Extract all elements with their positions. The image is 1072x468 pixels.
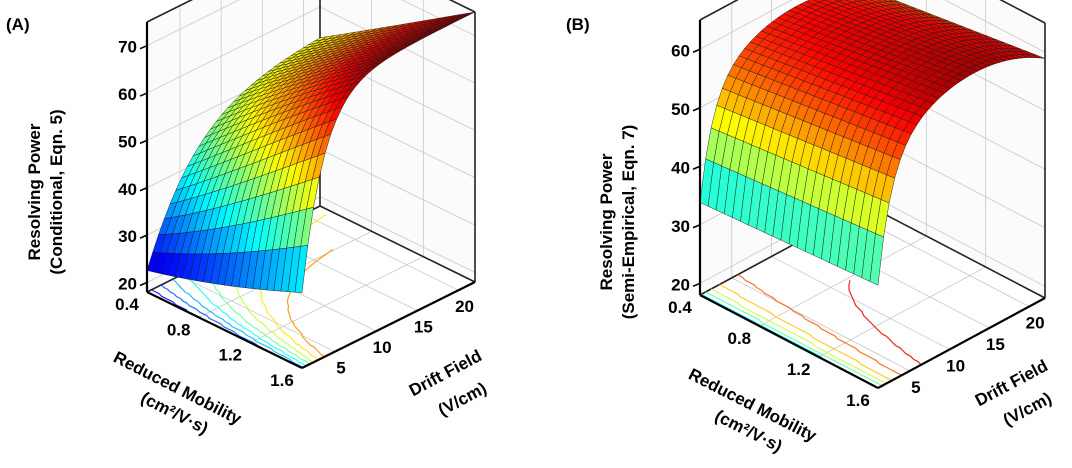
- y-tick-label: 5: [911, 378, 920, 397]
- floor-contour: [737, 274, 902, 376]
- z-tick-mark: [692, 107, 701, 112]
- chart-panel-b: (B) Resolving Power (Semi-Empirical, Eqn…: [566, 0, 1055, 456]
- z-tick-mark: [139, 92, 148, 97]
- z-tick-label: 50: [671, 100, 690, 119]
- x-tick-label: 0.8: [167, 320, 191, 339]
- box-edge: [866, 204, 1046, 299]
- floor-contour: [160, 284, 258, 346]
- y-tick-label: 15: [986, 335, 1005, 354]
- box-edge: [999, 0, 1046, 24]
- z-tick-label: 60: [118, 85, 137, 104]
- z-tick-mark: [692, 282, 701, 288]
- z-tick-mark: [139, 187, 148, 192]
- surface-plot-b: [699, 0, 1046, 286]
- y-tick-label: 5: [336, 359, 345, 378]
- z-tick-mark: [139, 234, 148, 239]
- x-tick-label: 1.6: [270, 371, 294, 390]
- z-tick-mark: [692, 224, 701, 229]
- tick-labels-a: 20 30 40 50 60 70 0.4 0.8 1.2 1.6 5 10 15 20: [115, 38, 474, 390]
- floor-contour: [701, 293, 822, 358]
- z-axis-label-b-line2: (Semi-Empirical, Eqn. 7): [619, 125, 638, 320]
- x-tick-label: 0.4: [668, 298, 692, 317]
- axis-line: [146, 291, 303, 369]
- y-tick-label: 20: [455, 297, 474, 316]
- z-tick-label: 70: [118, 38, 137, 57]
- floor-contour: [848, 280, 922, 366]
- y-tick-label: 10: [373, 338, 392, 357]
- z-tick-label: 60: [671, 41, 690, 60]
- floor-contour: [172, 278, 304, 368]
- z-tick-label: 20: [118, 275, 137, 294]
- x-tick-label: 1.2: [787, 360, 811, 379]
- floor-contour: [705, 291, 883, 387]
- x-tick-label: 0.8: [728, 329, 752, 348]
- panel-label-a: (A): [6, 15, 30, 34]
- z-tick-mark: [139, 44, 148, 50]
- tick-labels-b: 20 30 40 50 60 0.4 0.8 1.2 1.6 5 10 15 20: [668, 41, 1044, 410]
- z-axis-label-b-line1: Resolving Power: [597, 153, 616, 290]
- z-tick-label: 30: [118, 227, 137, 246]
- z-tick-label: 50: [118, 132, 137, 151]
- floor-contour: [206, 261, 310, 365]
- surface-patch: [869, 233, 884, 286]
- x-tick-label: 1.2: [219, 346, 243, 365]
- axis-line: [699, 294, 879, 389]
- box-edge: [319, 205, 476, 283]
- x-tick-label: 0.4: [115, 295, 139, 314]
- panel-label-b: (B): [566, 15, 590, 34]
- z-tick-label: 30: [671, 217, 690, 236]
- surface-patch: [294, 245, 309, 293]
- chart-panel-a: (A) Resolving Power (Conditional, Eqn. 5…: [6, 0, 490, 438]
- axes-box-front-a: [139, 22, 476, 369]
- y-tick-label: 20: [1026, 314, 1045, 333]
- z-tick-label: 40: [671, 158, 690, 177]
- z-tick-mark: [692, 165, 701, 171]
- axis-line: [877, 297, 1046, 389]
- surface-plot-a: [146, 11, 476, 293]
- z-tick-mark: [139, 139, 148, 145]
- z-tick-mark: [139, 281, 148, 287]
- y-tick-label: 15: [414, 318, 433, 337]
- z-tick-label: 20: [671, 275, 690, 294]
- floor-contour: [151, 289, 188, 311]
- floor-contour: [719, 283, 893, 382]
- box-edge: [146, 0, 194, 23]
- z-tick-mark: [692, 48, 701, 53]
- box-edge: [699, 0, 739, 21]
- z-axis-label-a-line1: Resolving Power: [25, 123, 44, 260]
- x-tick-label: 1.6: [846, 391, 870, 410]
- floor-contour: [186, 271, 307, 367]
- axis-line: [301, 281, 476, 369]
- y-tick-label: 10: [946, 356, 965, 375]
- z-tick-label: 40: [118, 180, 137, 199]
- axes-box-front-b: [692, 20, 1046, 389]
- z-axis-label-a-line2: (Conditional, Eqn. 5): [47, 109, 66, 274]
- floor-contour: [710, 288, 887, 385]
